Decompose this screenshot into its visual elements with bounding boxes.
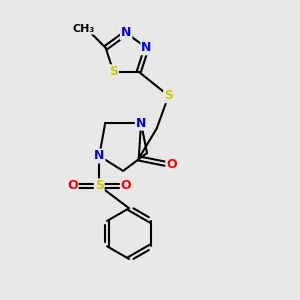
Text: O: O [67, 179, 78, 192]
Text: CH₃: CH₃ [72, 24, 94, 34]
Text: N: N [141, 41, 152, 54]
Text: N: N [121, 26, 131, 39]
Text: S: S [109, 65, 118, 78]
Text: O: O [166, 158, 177, 171]
Text: S: S [95, 179, 104, 192]
Text: S: S [164, 89, 173, 102]
Text: N: N [94, 149, 104, 163]
Text: N: N [136, 117, 146, 130]
Text: O: O [121, 179, 131, 192]
